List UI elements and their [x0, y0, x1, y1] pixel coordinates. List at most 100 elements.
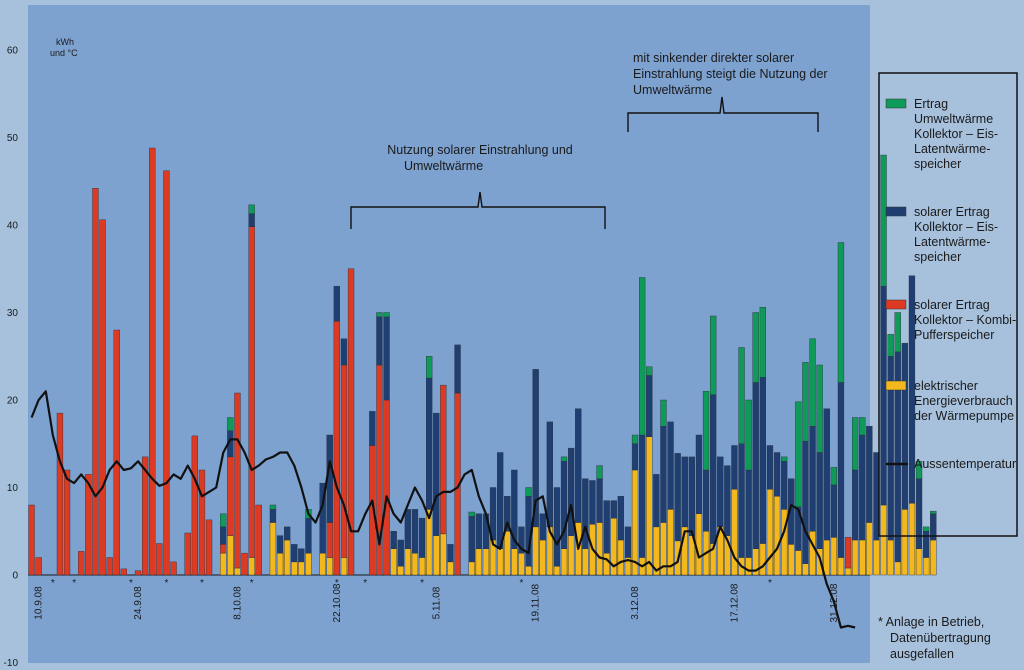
bar-segment-strom	[532, 526, 539, 576]
bar-segment-umweltwaerme	[468, 511, 475, 517]
bar-segment-solar-kombi	[844, 537, 852, 569]
outage-marker: *	[363, 578, 367, 589]
legend-label-umweltwaerme-3: Kollektor – Eis-	[914, 127, 998, 141]
bar-segment-solar-kombi	[163, 170, 170, 576]
bar-segment-solar-eis	[880, 286, 887, 506]
bar-segment-strom	[468, 561, 475, 576]
bar-segment-umweltwaerme	[660, 399, 667, 427]
bar-segment-solar-kombi	[78, 551, 85, 576]
bar-segment-solar-eis	[695, 434, 703, 514]
bar-segment-strom	[915, 548, 923, 576]
bar-segment-umweltwaerme	[376, 312, 383, 318]
outage-marker: *	[200, 578, 204, 589]
bar-segment-solar-eis	[852, 469, 859, 541]
bar-segment-strom	[340, 557, 348, 576]
bar-segment-solar-kombi	[383, 399, 390, 576]
legend-swatch-solar-kombi	[885, 299, 907, 310]
bar-segment-solar-eis	[539, 513, 546, 541]
footnote-line-2: Datenübertragung	[890, 631, 991, 645]
bar-segment-solar-eis	[305, 517, 312, 554]
bar-segment-solar-eis	[553, 487, 561, 567]
bar-segment-solar-eis	[596, 478, 603, 523]
annotation-ambient: mit sinkender direkter solarer Einstrahl…	[627, 51, 828, 132]
temperature-series-line	[30, 390, 856, 629]
bar-segment-strom	[781, 509, 788, 576]
footnote-line-1: * Anlage in Betrieb,	[878, 615, 984, 629]
bar-segment-solar-eis	[248, 213, 255, 227]
bar-segment-strom	[901, 509, 909, 576]
legend-box	[878, 72, 1018, 537]
unit-label-1: kWh	[56, 37, 74, 47]
bar-segment-strom	[234, 567, 241, 576]
bar-segment-solar-eis	[923, 531, 930, 558]
bar-segment-strom	[646, 436, 653, 576]
bar-segment-strom	[504, 531, 511, 576]
bar-segment-solar-kombi	[220, 544, 227, 554]
bar-segment-solar-eis	[631, 443, 639, 471]
bar-segment-solar-eis	[837, 382, 845, 558]
bar-segment-solar-eis	[624, 526, 632, 558]
bar-segment-strom	[298, 561, 305, 576]
annotation-solar: Nutzung solarer Einstrahlung und Umweltw…	[350, 143, 606, 229]
bar-segment-strom	[844, 567, 852, 576]
bar-segment-solar-eis	[773, 452, 781, 497]
bar-segment-solar-eis	[390, 531, 397, 549]
bar-segment-solar-kombi	[92, 188, 99, 576]
outage-marker: *	[519, 578, 523, 589]
bar-segment-solar-eis	[532, 369, 539, 528]
bar-segment-solar-kombi	[347, 268, 355, 576]
legend-item-solar-eis: solarer Ertrag Kollektor – Eis- Latentwä…	[885, 205, 998, 264]
bar-segment-solar-eis	[710, 394, 717, 544]
bar-segment-solar-kombi	[340, 364, 348, 558]
bar-segment-solar-eis	[376, 316, 383, 366]
bar-segment-solar-eis	[568, 447, 575, 536]
legend-label-solar-eis-3: Latentwärme-	[914, 235, 990, 249]
legend-label-umweltwaerme-2: Umweltwärme	[914, 112, 993, 126]
outage-marker: *	[768, 578, 772, 589]
bar-segment-solar-eis	[639, 434, 646, 558]
bar-segment-strom	[837, 557, 845, 576]
outage-marker: *	[51, 578, 55, 589]
bar-segment-strom	[852, 539, 859, 576]
bar-segment-solar-eis	[276, 535, 284, 554]
bar-segment-strom	[631, 469, 639, 576]
bar-segment-strom	[404, 548, 411, 576]
bar-segment-umweltwaerme	[596, 465, 603, 479]
bar-segment-strom	[887, 539, 894, 576]
bar-segment-solar-kombi	[170, 561, 177, 576]
bar-segment-strom	[731, 489, 738, 576]
bar-segment-solar-kombi	[113, 329, 120, 576]
outage-marker: *	[420, 578, 424, 589]
bar-segment-umweltwaerme	[809, 338, 816, 427]
bar-segment-umweltwaerme	[894, 312, 901, 353]
legend-label-strom-3: der Wärmepumpe	[914, 409, 1014, 423]
y-tick-label: 40	[7, 221, 19, 232]
legend-swatch-umweltwaerme	[885, 98, 907, 109]
bar-segment-strom	[568, 535, 575, 576]
bar-segment-umweltwaerme	[227, 417, 234, 431]
bar-segment-umweltwaerme	[383, 312, 390, 318]
date-label: 22.10.08	[332, 583, 343, 622]
bar-segment-umweltwaerme	[710, 315, 717, 395]
date-label: 10.9.08	[34, 586, 45, 620]
bar-segment-solar-eis	[447, 544, 454, 563]
legend-item-temperatur: Aussentemperatur	[886, 457, 1016, 471]
bar-segment-strom	[525, 566, 532, 576]
bar-segment-solar-kombi	[191, 435, 198, 576]
bar-segment-strom	[894, 561, 901, 576]
bar-segment-solar-eis	[475, 513, 482, 549]
bar-segment-strom	[518, 552, 525, 576]
bar-segment-solar-eis	[859, 434, 866, 541]
legend-label-solar-kombi-3: Pufferspeicher	[914, 328, 994, 342]
bar-segment-solar-eis	[397, 539, 404, 567]
bar-segment-solar-eis	[269, 509, 277, 523]
bar-segment-strom	[873, 539, 880, 576]
bar-segment-strom	[695, 513, 703, 576]
bar-segment-solar-eis	[340, 338, 348, 366]
annotation-solar-brace	[350, 191, 606, 229]
bar-segment-solar-eis	[546, 421, 554, 528]
legend-swatch-solar-eis	[885, 206, 907, 217]
y-axis-ticks: -10 0 10 20 30 40 50 60	[4, 46, 19, 670]
y-tick-label: 20	[7, 396, 19, 407]
